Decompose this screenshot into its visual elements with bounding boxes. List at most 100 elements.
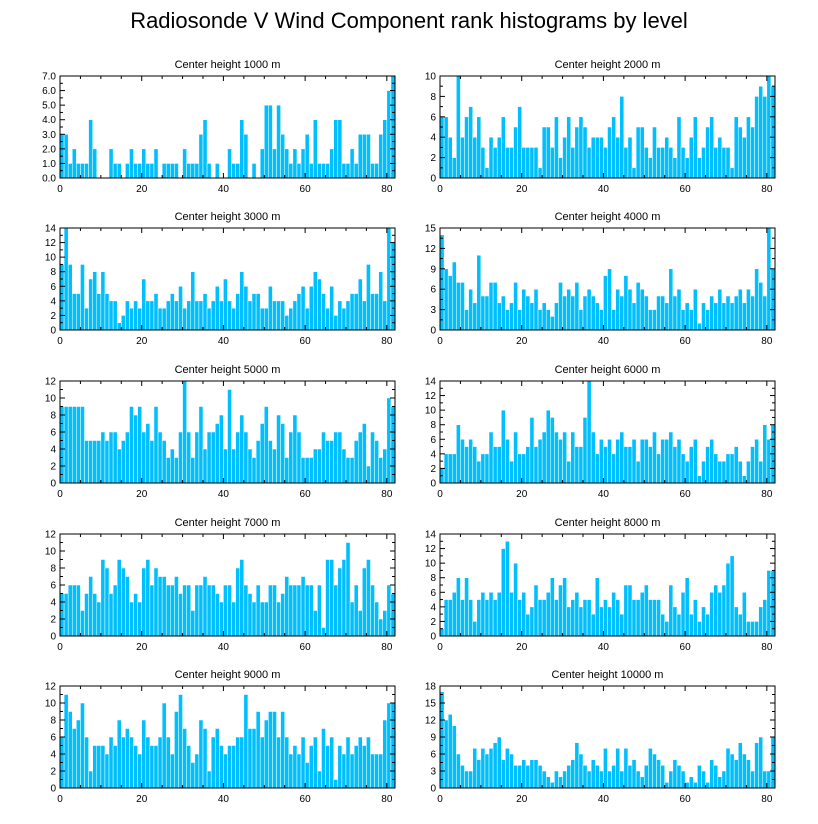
bar (374, 440, 379, 484)
bar (357, 431, 363, 484)
bar (452, 592, 457, 637)
bar (709, 759, 714, 789)
bar (639, 126, 645, 179)
bar (72, 584, 77, 637)
bar (210, 300, 216, 331)
bar (447, 136, 453, 179)
bar (272, 711, 277, 789)
bar (219, 745, 224, 789)
bar (733, 446, 739, 484)
bar (341, 307, 347, 331)
bar (219, 300, 224, 331)
bar (88, 119, 93, 179)
bar (284, 148, 290, 179)
bar (100, 559, 106, 637)
bar (239, 559, 245, 637)
bar (72, 293, 77, 331)
x-tick-label: 40 (598, 184, 610, 195)
bar (304, 307, 310, 331)
bar (672, 295, 678, 331)
bar (268, 440, 273, 484)
y-tick-label: 2 (50, 311, 56, 322)
bar (345, 457, 351, 484)
bar (717, 592, 723, 637)
bar (178, 286, 183, 331)
y-tick-label: 8 (50, 716, 56, 727)
bar (349, 753, 355, 789)
bar (165, 163, 171, 179)
bar (161, 576, 167, 637)
bar (243, 134, 249, 179)
bar (468, 770, 473, 789)
bar (746, 460, 751, 484)
bar (460, 282, 465, 331)
bar (721, 770, 727, 789)
bar (623, 748, 629, 789)
bar (758, 282, 763, 331)
bar (533, 446, 539, 484)
bar (353, 745, 359, 789)
bar (603, 275, 608, 331)
bar (476, 254, 482, 331)
bar (63, 134, 69, 179)
bar (676, 288, 682, 331)
bar (517, 309, 522, 331)
y-tick-label: 14 (45, 224, 57, 235)
bar (386, 397, 392, 484)
bar (750, 621, 755, 637)
bar (243, 431, 249, 484)
bar (746, 288, 751, 331)
bar (501, 759, 506, 789)
bar (488, 748, 494, 789)
bar (639, 439, 645, 484)
y-tick-label: 6 (50, 581, 56, 592)
bar (227, 745, 232, 789)
bar (468, 288, 473, 331)
bar (476, 759, 482, 789)
bar (366, 559, 371, 637)
bar (235, 293, 241, 331)
bar (590, 759, 596, 789)
bar (345, 300, 351, 331)
bar (501, 409, 506, 484)
bar (570, 759, 576, 789)
bar (190, 610, 196, 637)
bar (247, 300, 253, 331)
bar (149, 745, 155, 789)
bar (452, 261, 457, 331)
bar (272, 300, 277, 331)
bar (464, 770, 469, 789)
y-tick-label: 12 (45, 377, 57, 388)
bar (84, 736, 89, 789)
bar (296, 163, 302, 179)
bar (754, 439, 759, 484)
bar (541, 431, 547, 484)
bar (104, 567, 110, 637)
bar (737, 742, 743, 789)
bar (452, 725, 457, 789)
y-tick-label: 4 (50, 598, 56, 609)
y-tick-label: 10 (45, 394, 57, 405)
bar (697, 475, 702, 484)
bar (680, 592, 686, 637)
x-tick-label: 80 (761, 642, 773, 653)
bar (88, 278, 93, 331)
bar (231, 745, 236, 789)
bar (251, 293, 257, 331)
bar (362, 567, 367, 637)
bar (317, 448, 322, 484)
bar (513, 562, 518, 637)
bar (141, 567, 147, 637)
bar (529, 417, 535, 484)
bar (357, 278, 363, 331)
bar (292, 414, 298, 484)
x-tick-label: 0 (437, 794, 443, 805)
bar (656, 295, 661, 331)
bar (227, 389, 232, 484)
bar (170, 448, 175, 484)
bar (67, 711, 73, 789)
y-tick-label: 12 (45, 238, 57, 249)
bar (227, 584, 232, 637)
bar (112, 745, 118, 789)
y-tick-label: 6 (430, 435, 436, 446)
